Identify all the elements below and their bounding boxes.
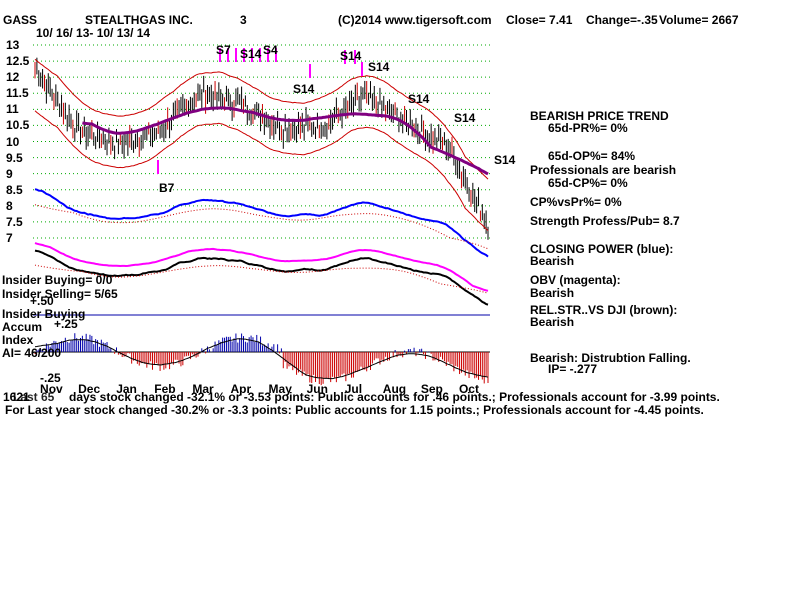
date-range: 10/ 16/ 13- 10/ 13/ 14 — [36, 26, 151, 40]
obv-status: Bearish — [530, 286, 575, 300]
signal-s4: S4 — [263, 43, 278, 57]
x-tick-label: Nov — [40, 382, 63, 396]
plus50-label: +.50 — [30, 294, 54, 308]
cp-vs-pr: CP%vsPr%= 0% — [530, 195, 622, 209]
y-tick-label: 7 — [6, 231, 13, 245]
y-tick-label: 8 — [6, 198, 13, 213]
signal-s14: S14 — [368, 60, 390, 74]
relative-strength-line — [34, 249, 489, 306]
bollinger-upper-band — [34, 58, 489, 180]
index-label: Index — [2, 333, 34, 347]
x-tick-label: Jul — [344, 382, 363, 396]
accumulation-bars — [34, 333, 489, 386]
x-tick-label: Mar — [192, 382, 214, 396]
footer-overlap: Last 65 — [13, 390, 55, 404]
y-tick-label: 11.5 — [6, 86, 29, 101]
plus25-label: +.25 — [54, 317, 78, 331]
ticker-symbol: GASS — [3, 13, 38, 27]
signal-s14: S14 — [454, 111, 476, 125]
closing-power-ma — [34, 204, 489, 250]
signal-s7: S7 — [216, 43, 231, 57]
x-tick-label: Apr — [230, 382, 252, 396]
x-tick-label: Jun — [306, 382, 328, 396]
price-bars — [34, 57, 489, 240]
y-tick-label: 12.5 — [6, 54, 30, 69]
x-tick-label: Sep — [420, 382, 443, 396]
cp-value: 65d-CP%= 0% — [548, 176, 628, 190]
rel-strength-ma — [34, 264, 489, 294]
closing-power-line — [34, 188, 489, 258]
company-name: STEALTHGAS INC. — [85, 13, 193, 27]
insider-buying-label: Insider Buying — [2, 307, 86, 321]
closing-power-status: Bearish — [530, 254, 575, 268]
x-tick-label: Feb — [154, 382, 176, 396]
signal-s14: S14 — [293, 82, 315, 96]
closing-power-label: CLOSING POWER (blue): — [530, 242, 674, 256]
rel-strength-label: REL.STR..VS DJI (brown): — [530, 303, 678, 317]
obv-label: OBV (magenta): — [530, 273, 621, 287]
footer-line-2: For Last year stock changed -30.2% or -3… — [5, 403, 704, 417]
x-tick-label: Jan — [116, 382, 137, 396]
accum-label: Accum — [2, 320, 43, 334]
pr-value: 65d-PR%= 0% — [548, 121, 628, 135]
professionals-status: Professionals are bearish — [530, 163, 677, 177]
y-tick-label: 11 — [6, 102, 19, 117]
y-tick-label: 9.5 — [6, 150, 23, 165]
y-tick-label: 10 — [6, 134, 20, 149]
footer-prefix: 1621 — [3, 390, 30, 404]
signal-s14: S14 — [494, 153, 516, 167]
ip-value: IP= -.277 — [548, 362, 598, 376]
x-tick-label: Oct — [458, 382, 479, 396]
x-tick-label: May — [268, 382, 292, 396]
insider-selling: Insider Selling= 5/65 — [2, 287, 118, 301]
footer-line-1: days stock changed -32.1% or -3.53 point… — [69, 390, 720, 404]
accumulation-ma — [34, 338, 489, 380]
signal-s14: S14 — [340, 49, 362, 63]
y-tick-label: 7.5 — [6, 214, 23, 229]
copyright: (C)2014 www.tigersoft.com — [338, 13, 492, 27]
y-tick-label: 9 — [6, 166, 13, 181]
volume-value: Volume= 2667 — [659, 13, 739, 27]
grid-lines — [33, 44, 490, 239]
close-value: Close= 7.41 — [506, 13, 573, 27]
y-tick-label: 8.5 — [6, 182, 23, 197]
signal-arrows — [157, 48, 363, 174]
minus25-label: -.25 — [40, 371, 61, 385]
signal-b7: B7 — [159, 181, 175, 195]
price-trend: BEARISH PRICE TREND — [530, 109, 669, 123]
distribution-status: Bearish: Distrubtion Falling. — [530, 351, 691, 365]
ai-value: AI= 46/200 — [2, 346, 62, 360]
y-tick-label: 13 — [6, 38, 20, 52]
change-value: Change=-.35 — [586, 13, 658, 27]
y-tick-label: 12 — [6, 70, 20, 85]
signal-s14: S14 — [408, 92, 430, 106]
insider-buying: Insider Buying= 0/0 — [2, 273, 113, 287]
strength-ratio: Strength Profess/Pub= 8.7 — [530, 214, 680, 228]
moving-average-line — [82, 106, 489, 176]
signal-s14: S14 — [240, 47, 262, 61]
bollinger-lower-band — [34, 110, 489, 231]
y-tick-label: 10.5 — [6, 118, 30, 133]
x-tick-label: Aug — [382, 382, 407, 396]
x-tick-label: Dec — [78, 382, 101, 396]
op-value: 65d-OP%= 84% — [548, 149, 636, 163]
obv-line — [34, 242, 489, 292]
rel-strength-status: Bearish — [530, 315, 575, 329]
chart-number: 3 — [240, 13, 247, 27]
